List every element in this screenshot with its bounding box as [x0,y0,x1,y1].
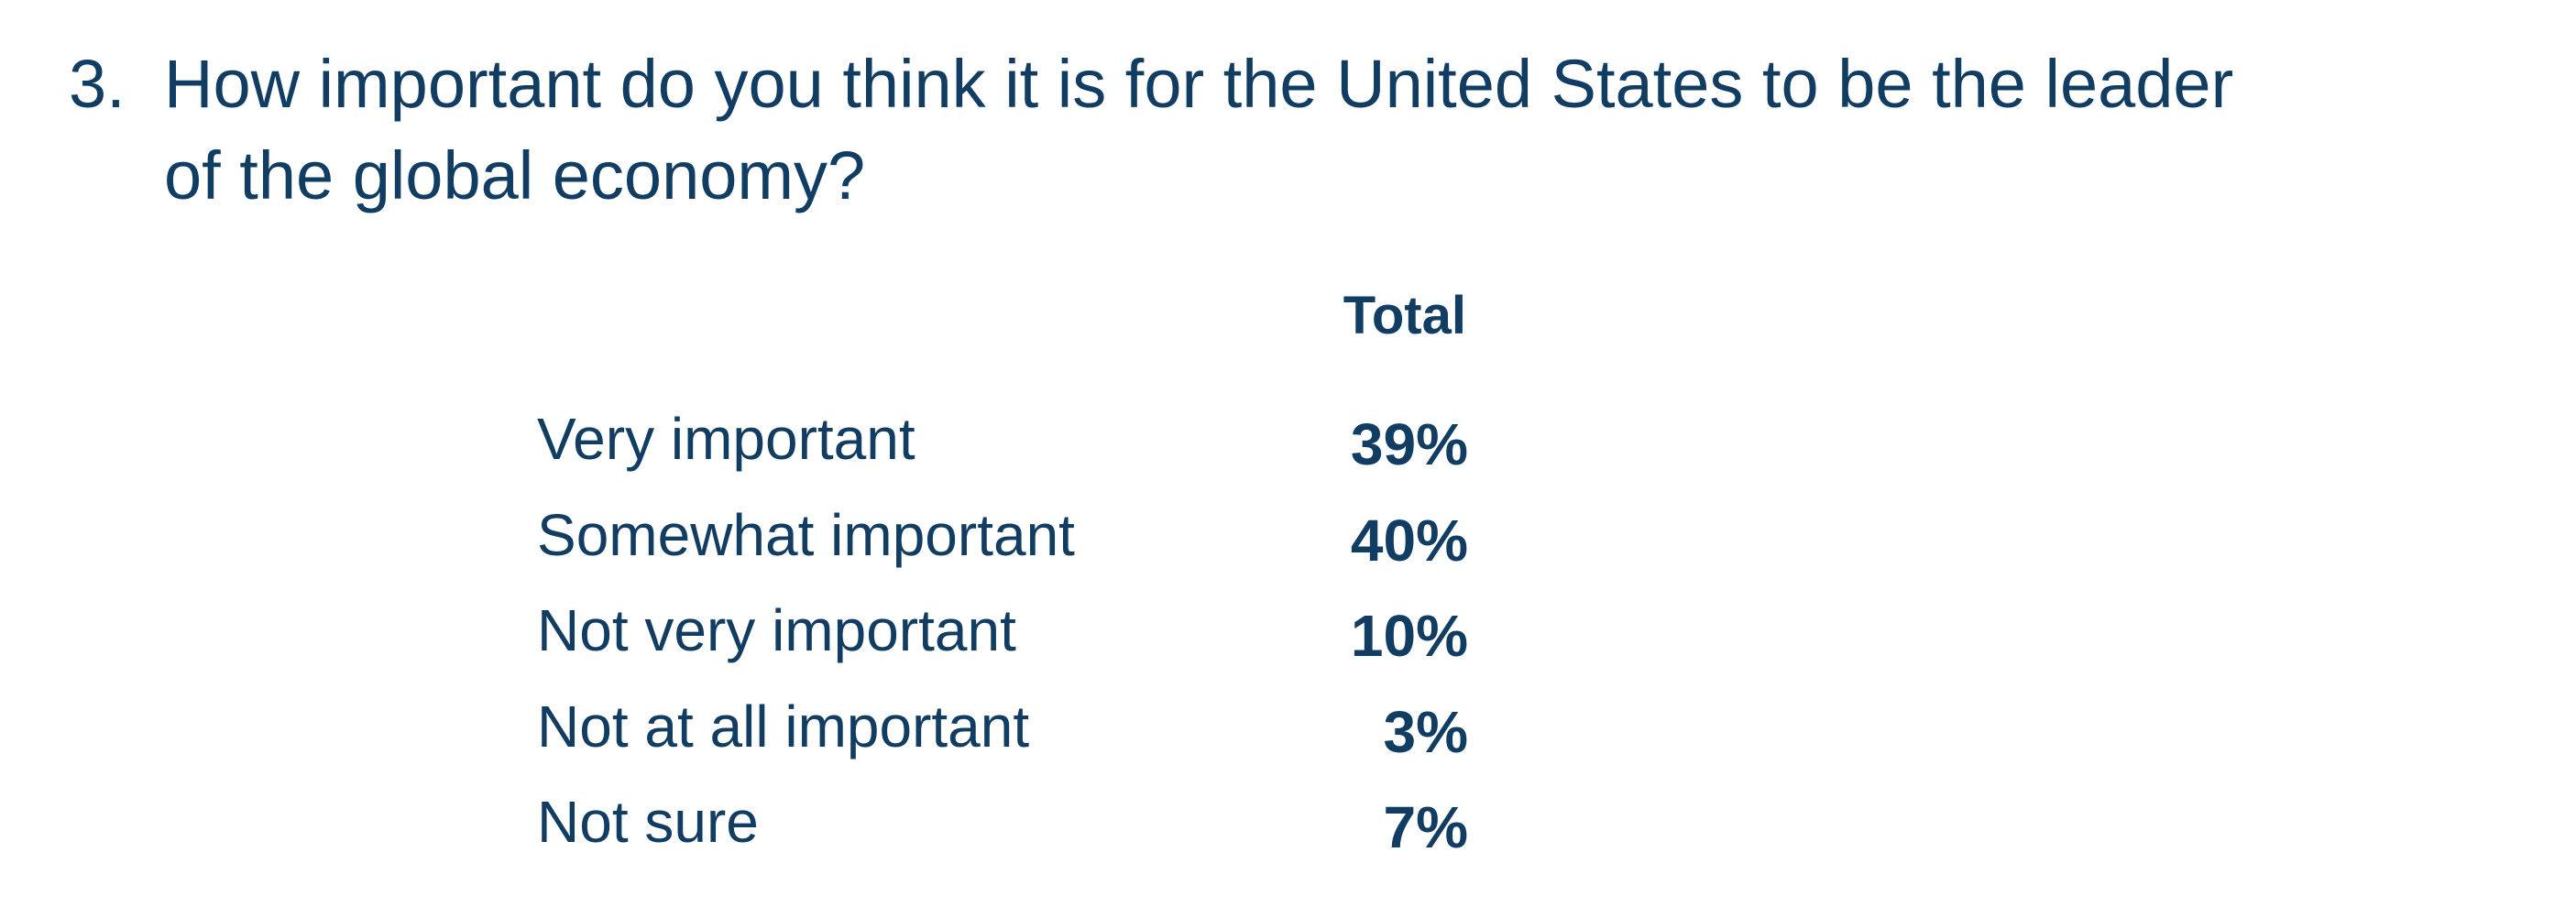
row-label: Not sure [537,789,759,855]
question-text: How important do you think it is for the… [164,46,2234,213]
row-value: 10% [1350,603,1468,669]
row-value: 3% [1383,698,1469,765]
table-row: Not very important 10% [537,583,1468,678]
row-label: Not at all important [537,693,1030,759]
row-label: Very important [537,406,915,472]
table-row: Not at all important 3% [537,679,1468,774]
question-number: 3. [69,46,126,122]
row-label: Not very important [537,597,1016,663]
row-value: 40% [1350,507,1468,574]
table-row: Very important 39% [537,391,1468,486]
row-label: Somewhat important [537,501,1075,568]
row-value: 39% [1350,411,1468,477]
table-row: Somewhat important 40% [537,487,1468,583]
row-value: 7% [1383,794,1469,860]
column-header: Total [1343,286,1466,345]
table-row: Not sure 7% [537,774,1468,869]
